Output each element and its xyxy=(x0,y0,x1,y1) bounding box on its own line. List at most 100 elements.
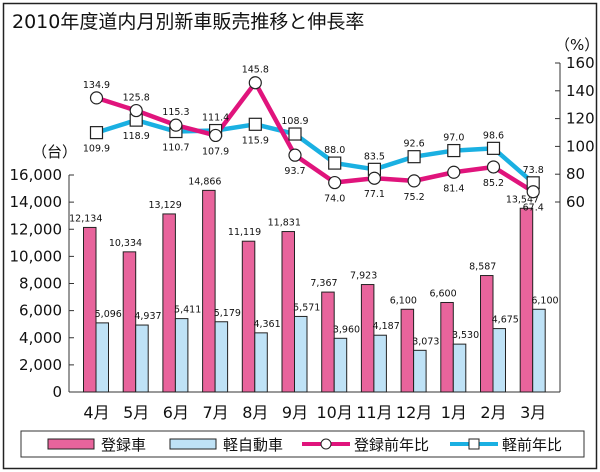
bar-registered xyxy=(281,231,295,393)
square-marker xyxy=(447,143,461,158)
bar-registered xyxy=(202,189,216,393)
left-tick-label: 14,000 xyxy=(10,193,63,211)
bar-kei xyxy=(452,343,467,393)
legend-label: 登録前年比 xyxy=(354,436,429,454)
legend-swatch xyxy=(47,438,95,450)
line-data-label-kei: 92.6 xyxy=(404,139,425,150)
bar-data-label: 6,600 xyxy=(429,288,456,299)
circle-marker xyxy=(169,118,183,132)
line-data-label-registered: 67.4 xyxy=(523,203,544,214)
square-marker xyxy=(248,117,262,131)
month-label: 6月 xyxy=(163,403,189,422)
circle-marker xyxy=(486,160,501,174)
bar-registered xyxy=(162,213,176,393)
bar-kei xyxy=(373,334,387,393)
right-axis-unit: （%） xyxy=(555,36,599,54)
bar-data-label: 5,096 xyxy=(95,309,122,320)
month-label: 12月 xyxy=(396,403,432,422)
bar-data-label: 4,187 xyxy=(373,321,400,332)
line-data-label-registered: 134.9 xyxy=(83,80,110,91)
bar-registered xyxy=(241,240,256,393)
legend-label: 軽前年比 xyxy=(502,436,562,454)
right-tick-label: 120 xyxy=(566,110,595,128)
bar-data-label: 5,411 xyxy=(174,305,201,316)
line-data-label-registered: 115.3 xyxy=(162,107,189,118)
line-data-label-kei: 118.9 xyxy=(123,131,150,142)
bar-kei xyxy=(135,324,149,393)
month-label: 1月 xyxy=(441,403,467,422)
line-data-label-kei: 97.0 xyxy=(443,133,464,144)
bar-registered xyxy=(321,291,335,393)
month-label: 5月 xyxy=(123,403,149,422)
left-tick-label: 6,000 xyxy=(19,302,62,320)
bar-data-label: 8,587 xyxy=(469,262,496,273)
line-data-label-registered: 75.2 xyxy=(404,192,425,203)
circle-marker xyxy=(367,171,381,185)
legend-label: 軽自動車 xyxy=(223,436,283,454)
circle-marker xyxy=(89,91,104,105)
line-data-label-registered: 107.9 xyxy=(202,146,229,157)
bar-registered xyxy=(83,226,97,393)
square-marker xyxy=(89,126,104,140)
line-data-label-registered: 77.1 xyxy=(364,189,385,200)
bar-kei xyxy=(174,318,189,393)
left-tick-label: 12,000 xyxy=(10,220,63,238)
line-data-label-registered: 74.0 xyxy=(324,194,345,205)
left-tick-label: 16,000 xyxy=(10,166,63,184)
square-marker xyxy=(288,127,302,141)
line-data-label-kei: 110.7 xyxy=(162,143,189,154)
bar-data-label: 6,100 xyxy=(390,295,417,306)
circle-marker xyxy=(209,128,223,143)
line-data-label-kei: 108.9 xyxy=(281,116,308,127)
bar-kei xyxy=(492,328,506,393)
month-label: 10月 xyxy=(317,403,353,422)
line-data-label-registered: 125.8 xyxy=(123,93,150,104)
bar-data-label: 13,129 xyxy=(149,200,182,211)
bar-data-label: 5,179 xyxy=(214,308,241,319)
square-marker xyxy=(407,150,421,164)
line-data-label-kei: 73.8 xyxy=(523,165,544,176)
legend-label: 登録車 xyxy=(101,436,146,454)
bar-registered xyxy=(519,207,534,393)
right-tick-label: 100 xyxy=(566,137,595,155)
left-tick-label: 8,000 xyxy=(19,275,62,293)
chart-title: 2010年度道内月別新車販売推移と伸長率 xyxy=(12,11,364,33)
legend-circle-marker xyxy=(320,438,332,450)
bar-registered xyxy=(480,275,494,393)
legend-swatch xyxy=(169,438,217,450)
bar-data-label: 7,367 xyxy=(310,278,337,289)
bar-data-label: 6,100 xyxy=(531,295,558,306)
circle-marker xyxy=(129,103,143,118)
bar-data-label: 13,547 xyxy=(506,194,539,205)
bar-data-label: 12,134 xyxy=(69,213,102,224)
line-data-label-kei: 83.5 xyxy=(364,151,385,162)
month-label: 2月 xyxy=(480,403,506,422)
line-registered-yoy xyxy=(95,80,535,194)
bar-data-label: 4,675 xyxy=(492,315,519,326)
bar-kei xyxy=(254,332,268,393)
right-tick-label: 160 xyxy=(566,54,595,72)
bar-registered xyxy=(440,301,454,393)
month-label: 9月 xyxy=(282,403,308,422)
line-data-label-registered: 145.8 xyxy=(242,65,269,76)
month-label: 11月 xyxy=(356,403,392,422)
circle-marker xyxy=(328,175,342,190)
bar-data-label: 14,866 xyxy=(188,176,221,187)
left-axis-unit: （台） xyxy=(32,143,77,161)
month-label: 8月 xyxy=(242,403,268,422)
right-tick-label: 80 xyxy=(566,165,585,183)
bar-kei xyxy=(294,315,308,393)
bar-registered xyxy=(400,308,415,393)
legend-square-marker xyxy=(468,438,480,450)
left-tick-label: 4,000 xyxy=(19,329,62,347)
line-data-label-registered: 81.4 xyxy=(443,183,464,194)
left-tick-label: 10,000 xyxy=(10,247,63,265)
square-marker xyxy=(486,141,501,155)
bar-data-label: 5,571 xyxy=(293,302,320,313)
month-label: 7月 xyxy=(203,403,229,422)
line-data-label-kei: 98.6 xyxy=(483,130,504,141)
circle-marker xyxy=(526,185,540,199)
bar-kei xyxy=(333,337,348,393)
bar-kei xyxy=(95,322,109,393)
bar-registered xyxy=(122,251,137,393)
